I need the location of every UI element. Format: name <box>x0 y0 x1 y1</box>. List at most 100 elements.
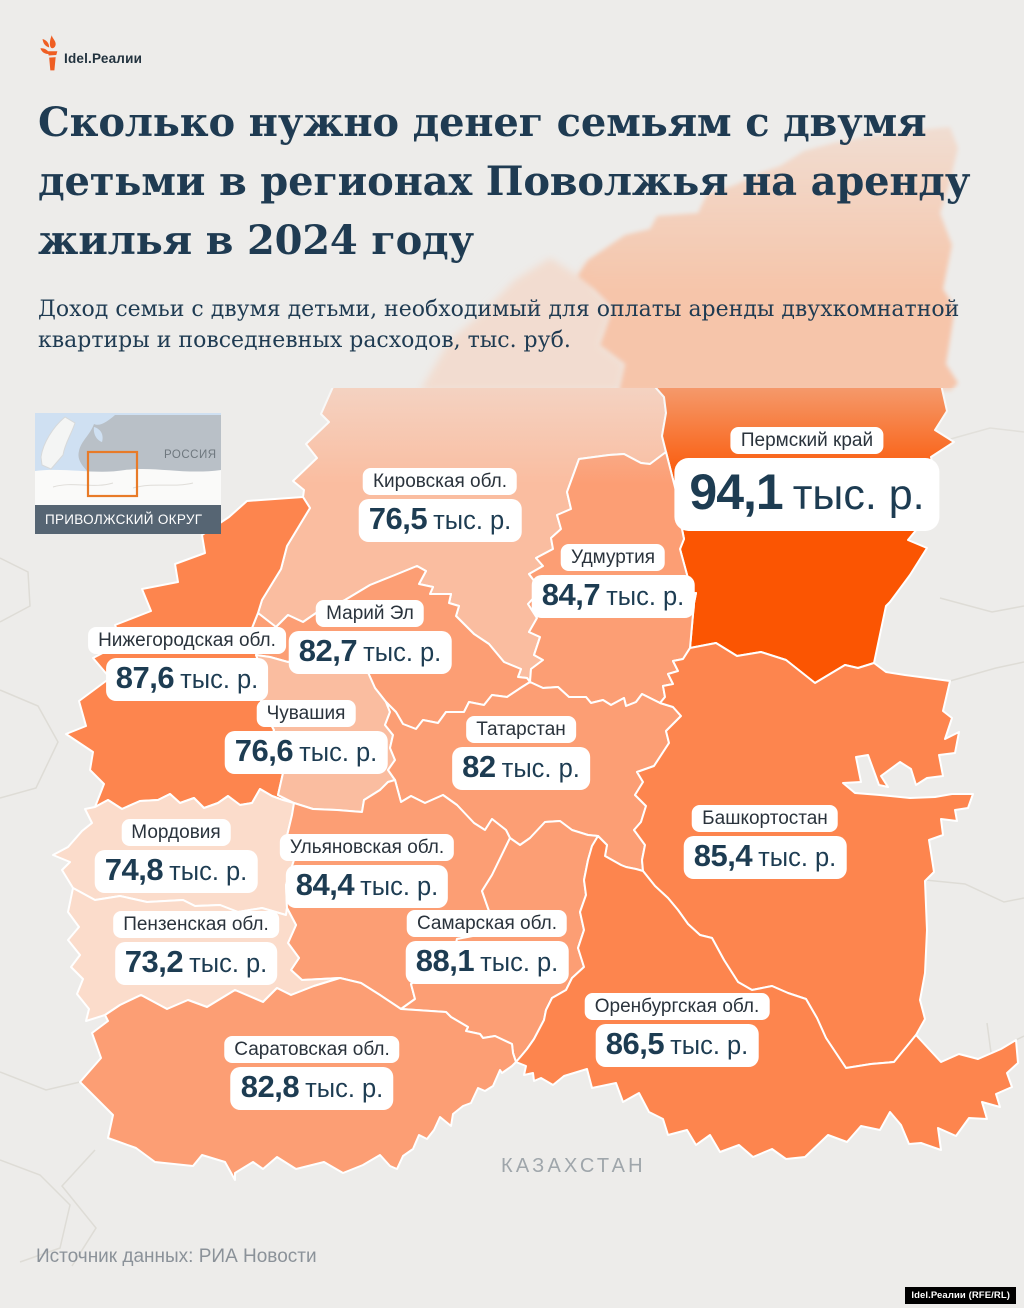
region-value: 86,5 тыс. р. <box>595 1024 759 1067</box>
neighbor-border-line <box>0 1159 71 1263</box>
region-value-unit: тыс. р. <box>299 739 378 767</box>
region-value: 84,7 тыс. р. <box>531 575 695 618</box>
page-title: Сколько нужно денег семьям с двумя детьм… <box>38 93 998 270</box>
region-name: Мордовия <box>121 819 231 846</box>
label-mordovia: Мордовия 74,8 тыс. р. <box>94 819 258 893</box>
region-value: 88,1 тыс. р. <box>405 941 569 984</box>
label-kirovskaya: Кировская обл. 76,5 тыс. р. <box>358 468 522 542</box>
region-value: 82,8 тыс. р. <box>230 1067 394 1110</box>
region-name: Марий Эл <box>316 600 424 627</box>
region-value-number: 82,8 <box>240 1069 300 1104</box>
inset-minimap: РОССИЯ <box>35 413 221 505</box>
region-name: Ульяновская обл. <box>279 834 455 861</box>
title-line-3: жилья в 2024 году <box>38 217 474 264</box>
region-name: Нижегородская обл. <box>88 627 286 654</box>
region-name: Пензенская обл. <box>113 911 279 938</box>
inset-district-bar: ПРИВОЛЖСКИЙ ОКРУГ <box>35 505 221 534</box>
region-name: Самарская обл. <box>406 910 568 937</box>
region-value: 85,4 тыс. р. <box>683 836 847 879</box>
region-value: 82,7 тыс. р. <box>288 631 452 674</box>
region-value-unit: тыс. р. <box>360 873 439 901</box>
torch-icon <box>40 35 59 71</box>
label-chuvashia: Чувашия 76,6 тыс. р. <box>224 700 388 774</box>
locator-inset-map: РОССИЯ ПРИВОЛЖСКИЙ ОКРУГ <box>35 413 221 534</box>
region-value-number: 76,6 <box>234 733 294 768</box>
region-value-number: 86,5 <box>605 1026 665 1061</box>
label-orenburgskaya: Оренбургская обл. 86,5 тыс. р. <box>584 993 770 1067</box>
inset-south-land <box>35 468 221 505</box>
region-value-number: 85,4 <box>693 838 753 873</box>
region-name: Саратовская обл. <box>224 1036 400 1063</box>
region-value-unit: тыс. р. <box>180 666 259 694</box>
region-value: 82 тыс. р. <box>452 747 590 790</box>
region-value-unit: тыс. р. <box>363 639 442 667</box>
inset-district-frame <box>86 450 139 498</box>
label-permsky: Пермский край 94,1 тыс. р. <box>674 427 940 531</box>
region-value-unit: тыс. р. <box>501 755 580 783</box>
neighbor-border-line <box>0 557 31 623</box>
data-source: Источник данных: РИА Новости <box>36 1246 317 1267</box>
label-udmurtia: Удмуртия 84,7 тыс. р. <box>531 544 695 618</box>
label-nizhegorodskaya: Нижегородская обл. 87,6 тыс. р. <box>88 627 286 701</box>
subtitle-line-2: квартиры и повседневных расходов, тыс. р… <box>38 328 571 353</box>
inset-country-label: РОССИЯ <box>164 449 217 461</box>
region-value-unit: тыс. р. <box>433 507 512 535</box>
neighbor-border-line <box>61 1149 97 1267</box>
brand-name: Idel.Реалии <box>64 51 143 66</box>
region-value-unit: тыс. р. <box>305 1075 384 1103</box>
region-value-unit: тыс. р. <box>670 1032 749 1060</box>
region-value-unit: тыс. р. <box>758 844 837 872</box>
region-value-number: 76,5 <box>368 501 428 536</box>
credit-badge: Idel.Реалии (RFE/RL) <box>905 1287 1016 1304</box>
brand-logo[interactable]: Idel.Реалии <box>40 34 142 72</box>
title-line-2: детьми в регионах Поволжья на аренду <box>38 158 971 205</box>
region-value-number: 94,1 <box>689 464 783 520</box>
inset-district-label: ПРИВОЛЖСКИЙ ОКРУГ <box>45 512 203 527</box>
label-samarskaya: Самарская обл. 88,1 тыс. р. <box>405 910 569 984</box>
region-name: Пермский край <box>730 427 884 454</box>
label-ulyanovskaya: Ульяновская обл. 84,4 тыс. р. <box>279 834 455 908</box>
neighbor-border-line <box>924 879 1024 903</box>
label-penzenskaya: Пензенская обл. 73,2 тыс. р. <box>113 911 279 985</box>
neighbor-border-line <box>939 597 1024 613</box>
region-name: Татарстан <box>466 716 576 743</box>
region-name: Удмуртия <box>560 544 665 571</box>
region-name: Оренбургская обл. <box>584 993 770 1020</box>
neighbor-border-line <box>1015 1035 1024 1041</box>
region-value-number: 88,1 <box>415 943 475 978</box>
subtitle-line-1: Доход семьи с двумя детьми, необходимый … <box>38 297 960 322</box>
region-value-number: 74,8 <box>104 852 164 887</box>
region-value-number: 82,7 <box>298 633 358 668</box>
ghost-west-faint <box>420 258 625 391</box>
region-value: 94,1 тыс. р. <box>674 458 940 531</box>
label-tatarstan: Татарстан 82 тыс. р. <box>452 716 590 790</box>
region-value-number: 82 <box>462 749 496 784</box>
region-value: 73,2 тыс. р. <box>114 942 278 985</box>
region-value: 76,6 тыс. р. <box>224 731 388 774</box>
neighbor-border-line <box>0 689 59 799</box>
region-value-unit: тыс. р. <box>480 949 559 977</box>
region-value-unit: тыс. р. <box>189 950 268 978</box>
kazakhstan-label: КАЗАХСТАН <box>501 1155 646 1177</box>
inset-russia-landmass <box>78 415 221 475</box>
region-value-number: 73,2 <box>124 944 184 979</box>
label-saratovskaya: Саратовская обл. 82,8 тыс. р. <box>224 1036 400 1110</box>
region-value: 74,8 тыс. р. <box>94 850 258 893</box>
region-value-unit: тыс. р. <box>169 858 248 886</box>
region-value-number: 84,4 <box>295 867 355 902</box>
label-bashkortostan: Башкортостан 85,4 тыс. р. <box>683 805 847 879</box>
inset-scandinavia <box>40 416 76 470</box>
page-subtitle: Доход семьи с двумя детьми, необходимый … <box>38 294 998 356</box>
region-value: 84,4 тыс. р. <box>285 865 449 908</box>
ghost-north-silhouette <box>578 127 958 391</box>
region-name: Кировская обл. <box>362 468 518 495</box>
faded-map-silhouette <box>420 127 958 391</box>
title-line-1: Сколько нужно денег семьям с двумя <box>38 99 927 146</box>
neighbor-border-line <box>0 1071 81 1091</box>
region-value-unit: тыс. р. <box>792 471 925 519</box>
inset-white-sea <box>93 427 103 442</box>
region-name: Башкортостан <box>692 805 838 832</box>
label-mariel: Марий Эл 82,7 тыс. р. <box>288 600 452 674</box>
region-value-number: 87,6 <box>115 660 175 695</box>
